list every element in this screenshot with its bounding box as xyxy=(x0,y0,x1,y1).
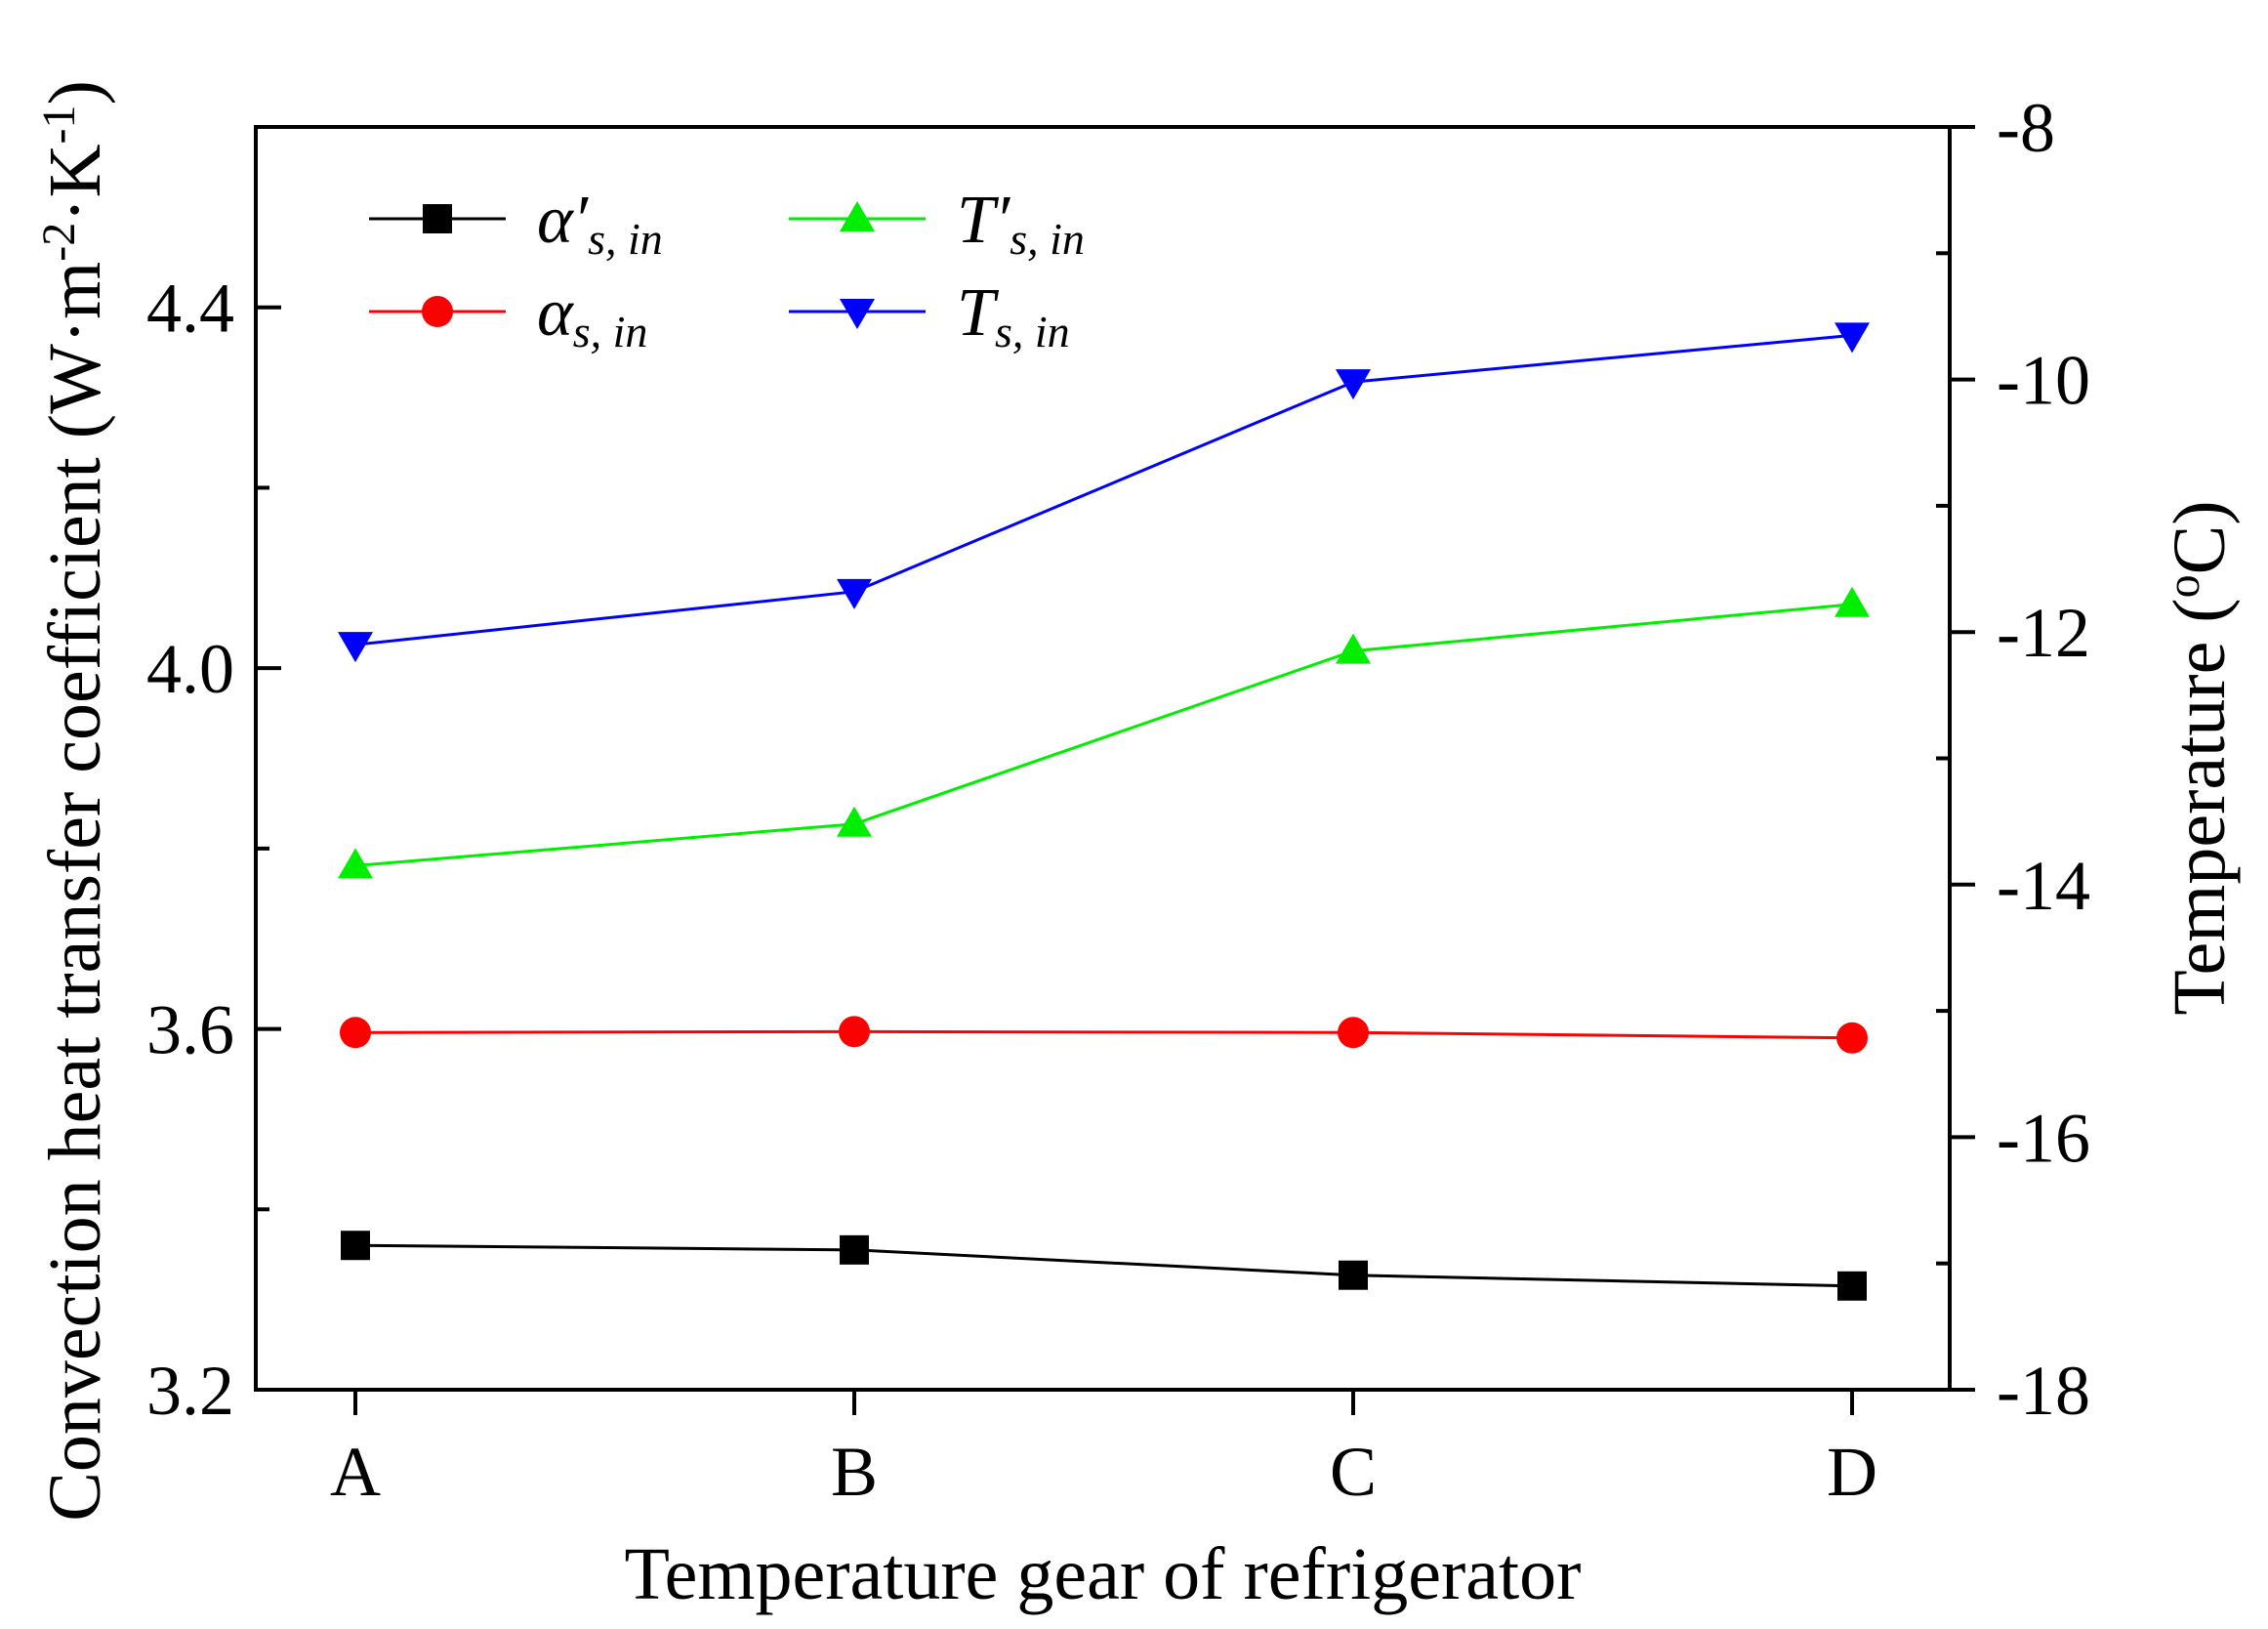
right-tick-label-1: -16 xyxy=(1997,1099,2090,1177)
legend-label-alpha: αs, in xyxy=(537,275,647,356)
series-line-alpha xyxy=(354,1029,1853,1040)
data-point-T-A xyxy=(338,632,373,663)
legend-label-T_prime: T′s, in xyxy=(957,183,1085,264)
left-tick-label-2: 4.0 xyxy=(146,630,234,708)
right-axis-title: Temperature (oC) xyxy=(2158,500,2242,1015)
left-tick-label-0: 3.2 xyxy=(146,1352,234,1430)
plot-layer xyxy=(338,322,1870,1301)
series-line-T_prime xyxy=(354,603,1853,867)
legend-marker-alpha xyxy=(422,296,453,327)
legend-label-alpha_prime: α′s, in xyxy=(537,183,663,264)
data-point-T-B xyxy=(837,578,872,609)
data-point-alpha-B xyxy=(839,1016,870,1048)
legend-marker-T_prime xyxy=(840,201,875,231)
axes-layer: A B C D 3.2 3.6 4.0 4.4 -18 -16 -14 -12 -10 -8 Tempera… xyxy=(33,80,2242,1615)
right-tick-label-4: -10 xyxy=(1997,342,2090,420)
legend-marker-alpha_prime xyxy=(423,204,452,233)
data-point-alpha_prime-C xyxy=(1339,1260,1368,1290)
x-tick-label-B: B xyxy=(831,1433,878,1511)
series-line-alpha_prime xyxy=(354,1243,1853,1288)
left-tick-label-3: 4.4 xyxy=(146,270,234,348)
x-tick-label-D: D xyxy=(1827,1433,1877,1511)
data-point-T_prime-B xyxy=(837,806,872,837)
data-point-alpha-A xyxy=(340,1017,371,1049)
data-point-T_prime-C xyxy=(1336,633,1371,664)
data-point-alpha_prime-D xyxy=(1837,1271,1867,1301)
right-tick-label-2: -14 xyxy=(1997,847,2090,925)
left-tick-label-1: 3.6 xyxy=(146,991,234,1069)
x-tick-label-C: C xyxy=(1330,1433,1377,1511)
legend-label-T: Ts, in xyxy=(957,275,1070,356)
data-point-T_prime-D xyxy=(1835,586,1870,617)
x-tick-label-A: A xyxy=(330,1433,381,1511)
data-point-T-C xyxy=(1336,369,1371,400)
right-tick-label-0: -18 xyxy=(1997,1352,2090,1430)
data-point-T-D xyxy=(1835,322,1870,354)
left-axis-title: Convection heat transfer coefficient (W·… xyxy=(33,80,117,1522)
legend-marker-T xyxy=(840,299,875,329)
data-point-alpha-D xyxy=(1836,1022,1868,1054)
x-axis-title: Temperature gear of refrigerator xyxy=(625,1533,1582,1615)
series-line-T xyxy=(354,333,1853,647)
data-point-alpha-C xyxy=(1338,1017,1369,1049)
right-tick-label-5: -8 xyxy=(1997,89,2055,167)
data-point-T_prime-A xyxy=(338,848,373,879)
data-point-alpha_prime-B xyxy=(840,1234,869,1265)
data-point-alpha_prime-A xyxy=(341,1231,370,1261)
right-tick-label-3: -12 xyxy=(1997,594,2090,672)
legend: α′s, in αs, in T′s, in Ts, in xyxy=(369,183,1085,356)
